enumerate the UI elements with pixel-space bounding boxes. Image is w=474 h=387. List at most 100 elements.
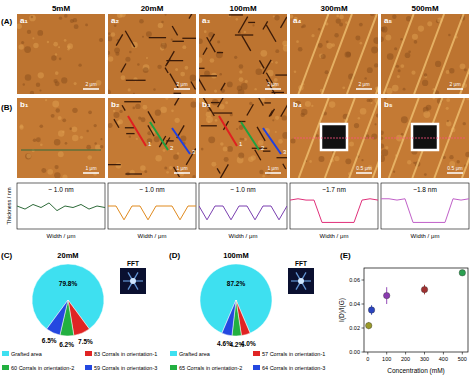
texture [119, 110, 122, 113]
texture [29, 15, 36, 22]
corral [166, 51, 175, 66]
texture [67, 48, 69, 50]
corral [264, 102, 270, 103]
tick [405, 352, 406, 355]
corral [281, 17, 287, 28]
texture [94, 142, 96, 144]
texture [54, 172, 60, 178]
texture [364, 77, 366, 79]
texture [58, 46, 60, 48]
texture [192, 175, 195, 178]
corral [275, 74, 287, 75]
plot-frame [364, 268, 468, 352]
texture [321, 54, 326, 59]
profile-marker: 2 [261, 145, 265, 151]
scale-bar-label: 0.5 μm [447, 165, 462, 171]
scale-bar-label: 1 μm [85, 165, 96, 171]
fft-streak [128, 272, 138, 289]
texture [155, 155, 162, 162]
texture [129, 51, 131, 53]
pie-slice [47, 300, 68, 335]
corral [189, 14, 194, 19]
texture [64, 39, 67, 42]
texture [25, 74, 31, 80]
corral [126, 80, 146, 81]
texture [161, 21, 163, 23]
axis-label: Width / μm [229, 233, 258, 239]
afm-image [17, 98, 105, 178]
texture [37, 30, 43, 36]
corral [114, 119, 119, 128]
texture [191, 102, 196, 108]
texture [33, 43, 38, 48]
texture [238, 152, 244, 158]
texture [146, 31, 152, 37]
panel-label: b₄ [293, 100, 302, 109]
texture [216, 51, 223, 58]
corral [217, 168, 220, 173]
axis-label: Width / μm [411, 233, 440, 239]
panel-label: a₄ [293, 16, 301, 25]
texture [100, 145, 104, 149]
data-label: 79.8% [59, 280, 78, 287]
texture [275, 116, 279, 120]
texture [311, 34, 314, 37]
profile-curve [381, 199, 469, 223]
texture [32, 37, 34, 39]
texture [367, 99, 370, 102]
profile-line [150, 122, 168, 150]
texture [171, 109, 174, 112]
profile-marker: 2 [170, 145, 174, 151]
corral [210, 108, 214, 116]
corral [125, 31, 134, 47]
texture [463, 122, 466, 125]
texture [24, 46, 31, 53]
texture [59, 58, 62, 61]
tick-label: 0 [366, 356, 369, 362]
data-label: 6.2% [59, 341, 74, 348]
texture [169, 166, 173, 170]
scale-bar-label: 2 μm [176, 81, 187, 87]
legend-swatch [170, 365, 177, 370]
tick-label: 0.02 [349, 325, 360, 331]
texture [361, 159, 363, 161]
texture [94, 124, 97, 127]
afm-image [108, 14, 196, 94]
texture [173, 154, 178, 159]
plot-area [199, 206, 287, 220]
texture [411, 71, 415, 75]
texture [142, 105, 147, 110]
texture [33, 138, 37, 142]
texture [67, 43, 73, 49]
texture [446, 98, 450, 102]
afm-image [199, 98, 287, 178]
legend-label: 57 Corrals in orientation-1 [262, 351, 325, 357]
texture [18, 44, 23, 49]
corral [191, 81, 196, 89]
corral [203, 48, 207, 55]
texture [262, 175, 265, 178]
corral [201, 125, 217, 126]
tick [367, 352, 368, 355]
corral [116, 34, 123, 45]
panel-label: b₅ [384, 100, 393, 109]
corral [242, 36, 251, 51]
corral [283, 164, 286, 169]
texture [252, 24, 254, 26]
profile-curve [17, 203, 105, 211]
corral [270, 109, 274, 116]
figure: (A)(B)5mMa₁2 μmb₁1 μm~ 1.0 nmWidth / μmT… [0, 0, 474, 387]
texture [115, 163, 121, 169]
concentration-title: 20mM [141, 4, 164, 13]
scale-bar [447, 88, 463, 90]
axis-label: Width / μm [138, 233, 167, 239]
texture [385, 146, 388, 149]
texture [193, 98, 195, 100]
tick [443, 352, 444, 355]
texture [244, 138, 247, 141]
texture [282, 132, 287, 139]
corral [172, 26, 177, 35]
scale-bar [83, 88, 99, 90]
concentration-title: 500mM [411, 4, 438, 13]
texture [58, 130, 64, 136]
